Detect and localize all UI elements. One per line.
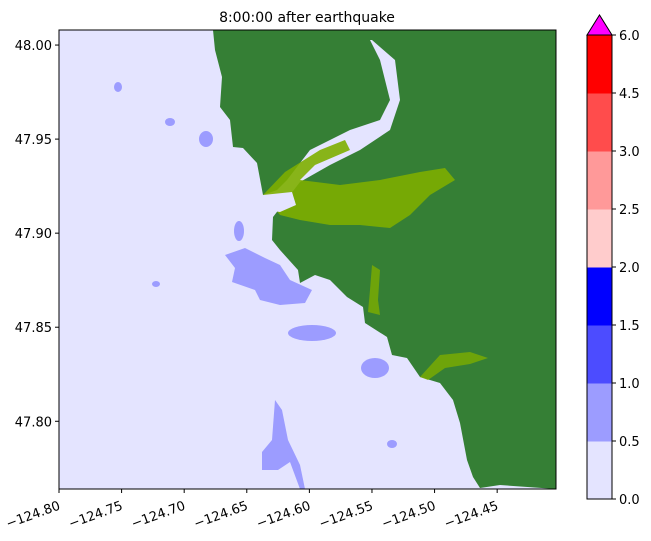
colorbar-bin — [587, 151, 612, 210]
shallow-wave-regions — [114, 82, 397, 489]
y-tick-label: 47.85 — [15, 321, 52, 336]
colorbar-bin — [587, 209, 612, 268]
x-tick-label: −124.70 — [129, 499, 187, 532]
y-tick-label: 47.95 — [15, 133, 52, 148]
x-axis: −124.80 −124.75 −124.70 −124.65 −124.60 −124.… — [4, 489, 501, 532]
colorbar-tick-label: 0.5 — [619, 435, 640, 450]
wave-blob — [234, 221, 244, 241]
colorbar-bin — [587, 441, 612, 500]
x-tick-label: −124.65 — [192, 499, 250, 532]
colorbar-tick-label: 0.0 — [619, 493, 640, 508]
colorbar-bin — [587, 267, 612, 326]
map-frame — [58, 29, 557, 490]
wave-blob — [152, 281, 160, 287]
inundation-estuary — [263, 140, 455, 228]
colorbar-tick-label: 1.0 — [619, 377, 640, 392]
wave-blob — [165, 118, 175, 126]
y-tick-label: 48.00 — [15, 39, 52, 54]
colorbar-extend-arrow — [586, 14, 613, 36]
colorbar-tick-label: 4.5 — [619, 87, 640, 102]
x-tick-label: −124.50 — [380, 499, 438, 532]
x-tick-label: −124.55 — [317, 499, 375, 532]
inundation-river — [368, 265, 380, 315]
y-tick-label: 47.90 — [15, 227, 52, 242]
x-tick-label: −124.60 — [255, 499, 313, 532]
y-tick-label: 47.80 — [15, 415, 52, 430]
colorbar-tick-label: 2.0 — [619, 261, 640, 276]
wave-blob — [114, 82, 122, 92]
colorbar-bin — [587, 35, 612, 94]
wave-blob — [262, 400, 305, 489]
colorbar-tick-label: 3.0 — [619, 145, 640, 160]
x-tick-label: −124.80 — [4, 499, 62, 532]
colorbar-tick-label: 1.5 — [619, 319, 640, 334]
wave-blob — [387, 440, 397, 448]
colorbar-bin — [587, 383, 612, 442]
y-axis: 48.00 47.95 47.90 47.85 47.80 — [15, 39, 59, 430]
land — [213, 30, 556, 489]
wave-blob — [361, 358, 389, 378]
colorbar-bin — [587, 93, 612, 152]
wave-blob — [225, 248, 312, 305]
wave-blob — [288, 325, 336, 341]
colorbar-bin — [587, 325, 612, 384]
colorbar-tick-label: 2.5 — [619, 203, 640, 218]
x-tick-label: −124.75 — [67, 499, 125, 532]
map-area — [58, 29, 557, 490]
x-tick-label: −124.45 — [442, 499, 500, 532]
colorbar-tick-label: 6.0 — [619, 29, 640, 44]
estuary-water — [263, 192, 296, 212]
inundation-south — [420, 352, 488, 380]
plot-title: 8:00:00 after earthquake — [219, 10, 395, 26]
wave-blob — [199, 131, 213, 147]
colorbar: 0.0 0.5 1.0 1.5 2.0 2.5 3.0 4.5 6.0 — [586, 14, 640, 508]
